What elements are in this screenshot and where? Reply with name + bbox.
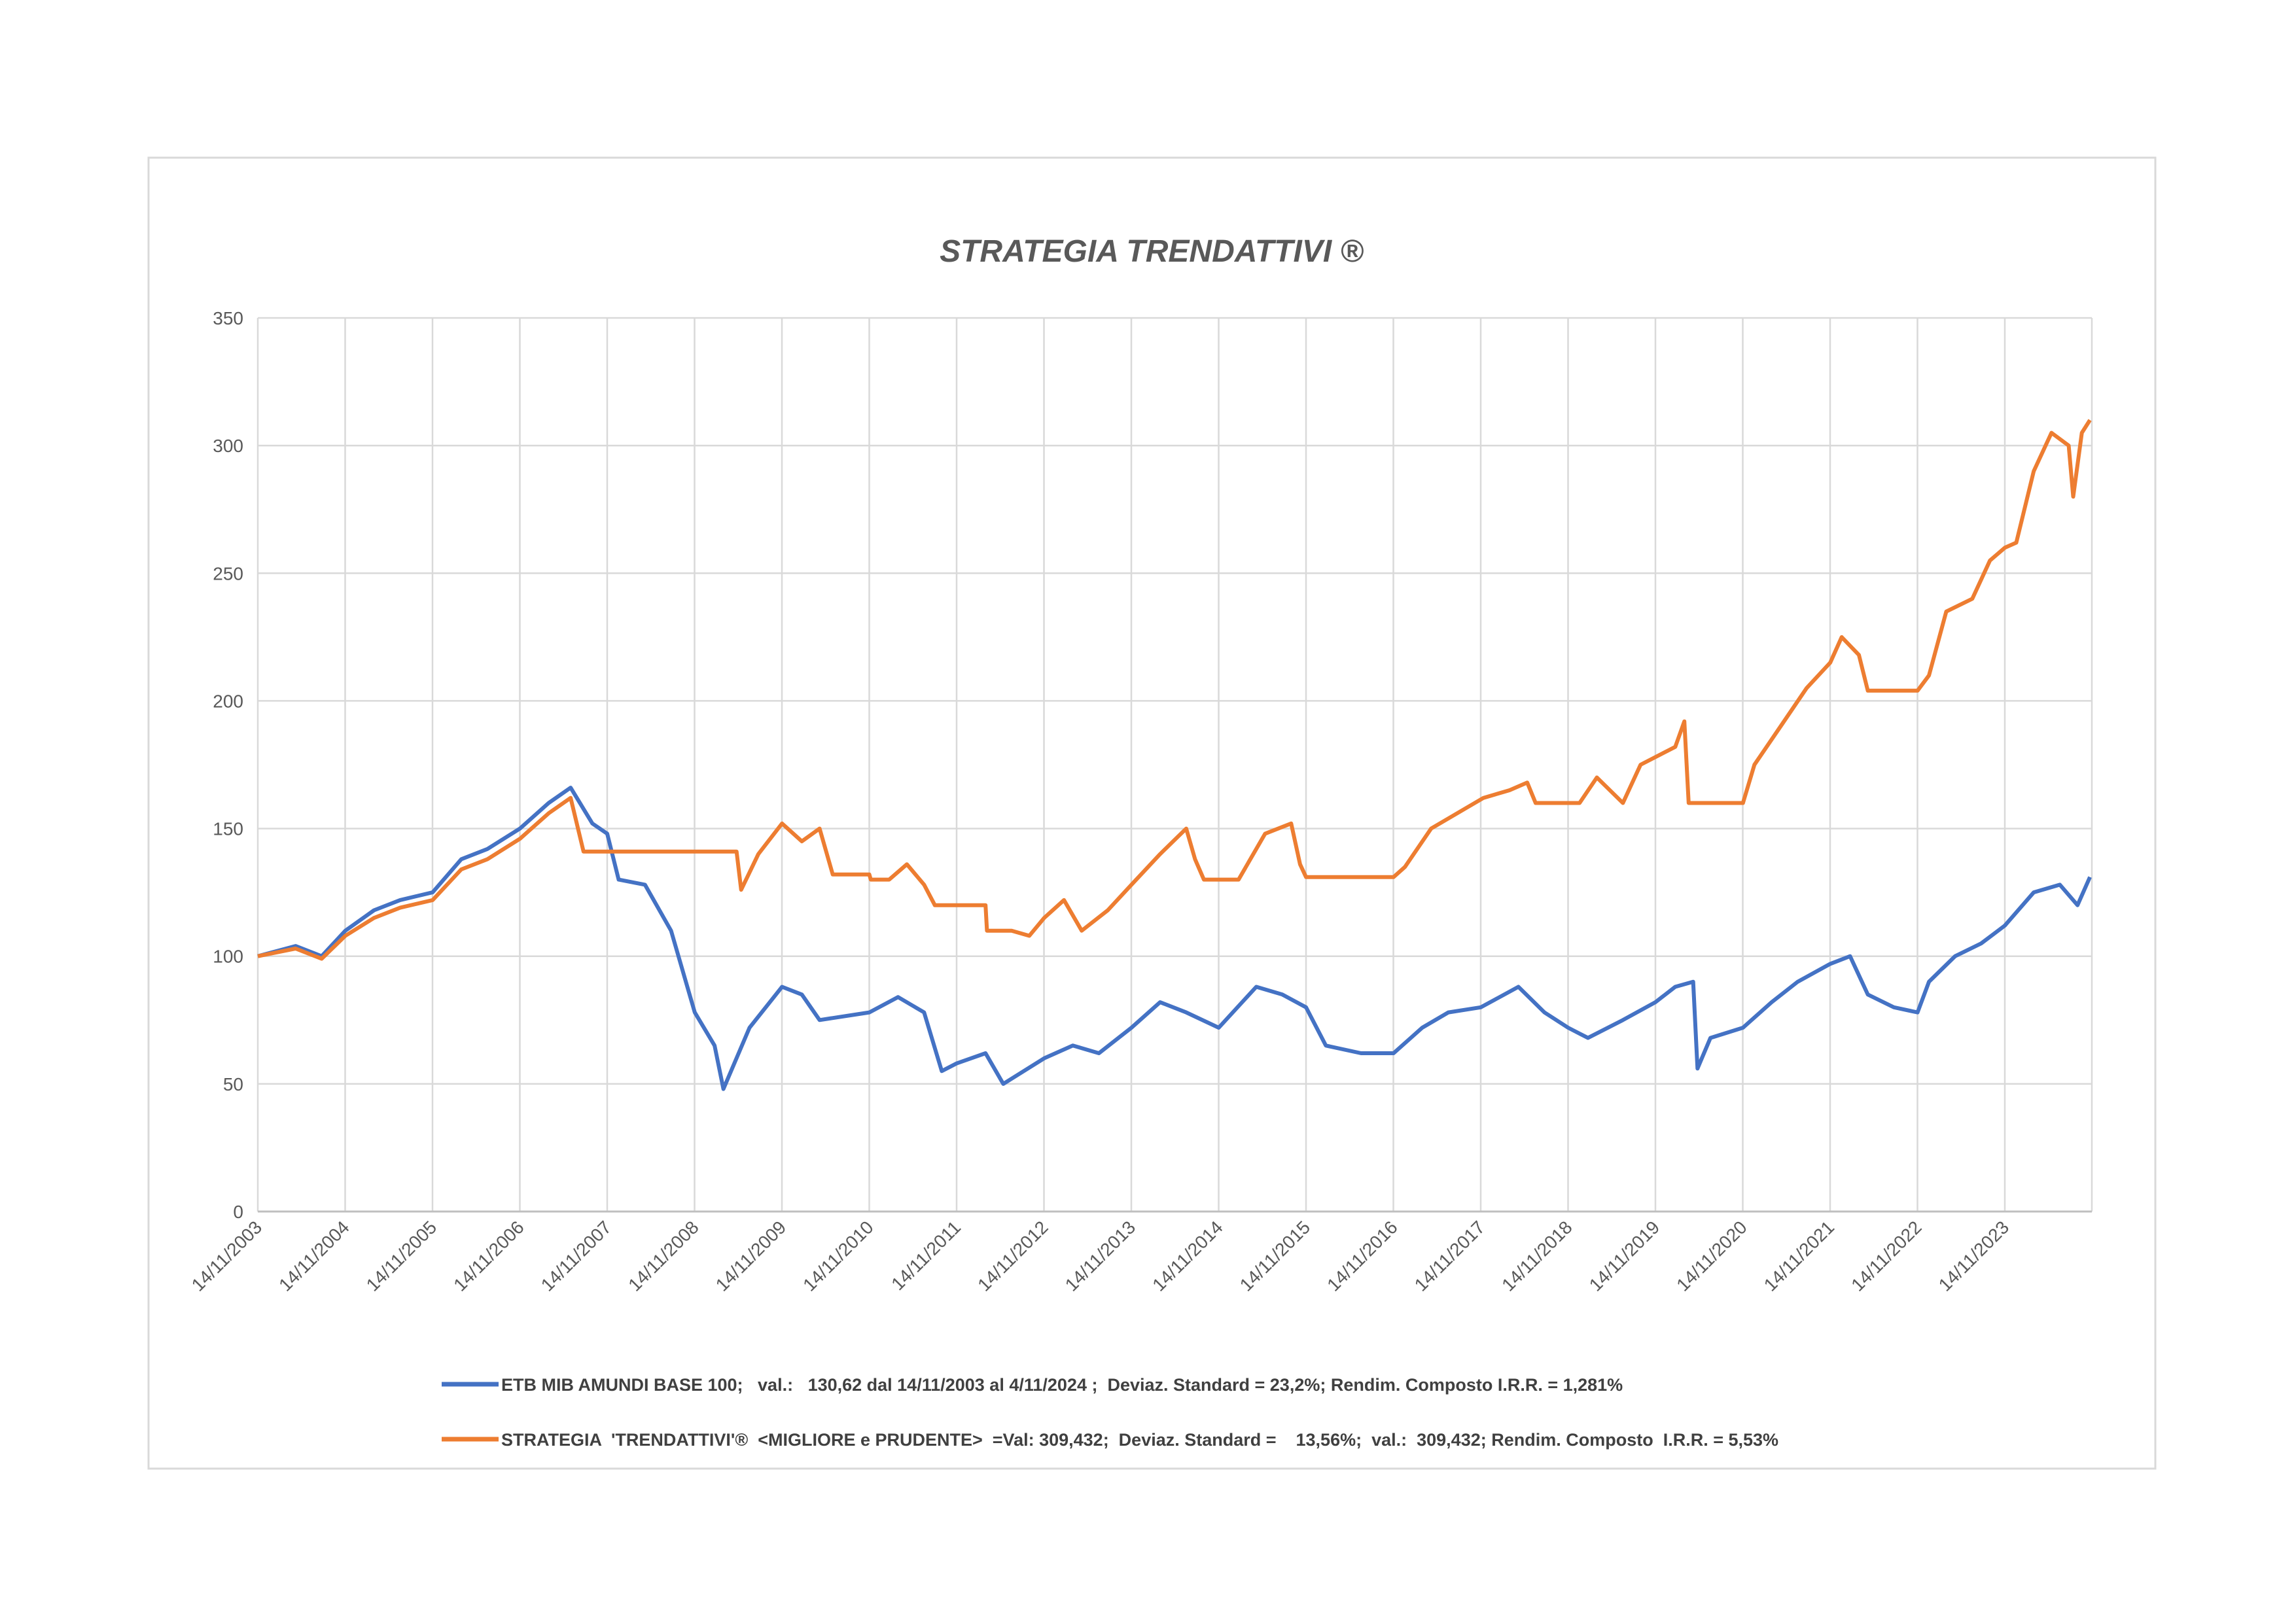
legend-label-strategia: STRATEGIA 'TRENDATTIVI'® <MIGLIORE e PRU… [501, 1430, 1778, 1450]
series-line-etb [257, 786, 2092, 1091]
chart-frame [147, 156, 2157, 1470]
y-tick-label: 150 [213, 819, 243, 839]
y-tick-label: 0 [233, 1202, 243, 1222]
legend-label-etb: ETB MIB AMUNDI BASE 100; val.: 130,62 da… [501, 1375, 1623, 1395]
y-tick-label: 300 [213, 436, 243, 456]
y-tick-label: 50 [223, 1074, 243, 1094]
y-tick-label: 200 [213, 691, 243, 711]
y-axis: 0 50 100 150 200 250 300 350 [213, 308, 243, 1222]
chart-title: STRATEGIA TRENDATTIVI ® [940, 234, 1364, 269]
legend: ETB MIB AMUNDI BASE 100; val.: 130,62 da… [442, 1375, 1778, 1450]
y-tick-label: 250 [213, 563, 243, 584]
y-tick-label: 100 [213, 947, 243, 967]
series-line-strategia [257, 419, 2092, 961]
y-tick-label: 350 [213, 308, 243, 328]
gridlines [256, 317, 2093, 1213]
series-lines [257, 419, 2092, 1091]
